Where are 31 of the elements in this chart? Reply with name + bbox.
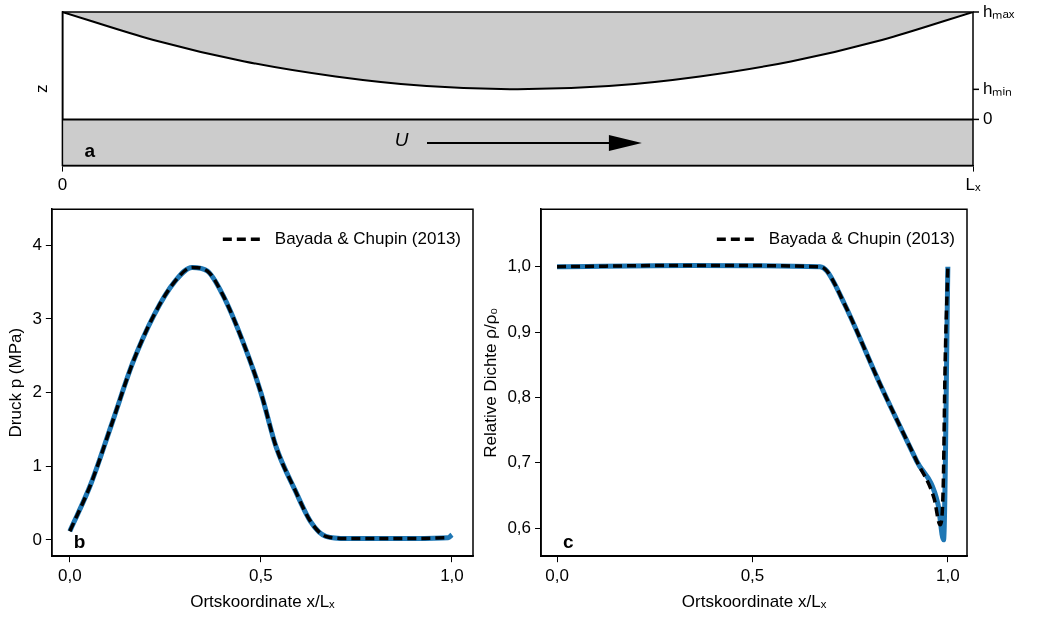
y-tick-label: 1 xyxy=(32,456,42,476)
x-axis-title: Ortskoordinate x/Lₓ xyxy=(681,592,827,612)
legend-label: Bayada & Chupin (2013) xyxy=(274,228,462,248)
y-axis-title: z xyxy=(31,84,51,94)
y-tick-label: 0,9 xyxy=(507,321,532,341)
text: hₘₐₓ xyxy=(983,1,1015,21)
text: U xyxy=(394,128,409,150)
annotation: c xyxy=(563,530,575,552)
x-tick-label: 1,0 xyxy=(440,566,464,586)
x-tick-label: 0,0 xyxy=(545,566,569,586)
x-tick-label: 1,0 xyxy=(936,566,960,586)
legend-label: Bayada & Chupin (2013) xyxy=(768,228,956,248)
y-tick-label: 0,6 xyxy=(507,517,532,537)
y-tick-label: 1,0 xyxy=(507,256,532,276)
y-axis-title: Druck p (MPa) xyxy=(5,327,25,438)
y-tick-label: 3 xyxy=(32,308,42,328)
annotation: b xyxy=(73,530,86,552)
x-tick-label: Lₓ xyxy=(965,175,981,195)
text: hₘᵢₙ xyxy=(983,79,1013,99)
text: a xyxy=(84,140,96,162)
y-tick-label: 4 xyxy=(32,234,42,254)
y-tick-label: 2 xyxy=(32,382,42,402)
y-tick-label: 0,8 xyxy=(507,387,532,407)
x-axis-title: Ortskoordinate x/Lₓ xyxy=(190,592,336,612)
x-tick-label: 0,5 xyxy=(740,566,765,586)
y-tick-label: 0,7 xyxy=(507,452,532,472)
y-axis-title: Relative Dichte ρ/ρ₀ xyxy=(480,307,500,458)
x-tick-label: 0,0 xyxy=(58,566,82,586)
y-tick-label: 0 xyxy=(32,529,42,549)
x-tick-label: 0,5 xyxy=(249,566,273,586)
text: 0 xyxy=(983,109,993,129)
